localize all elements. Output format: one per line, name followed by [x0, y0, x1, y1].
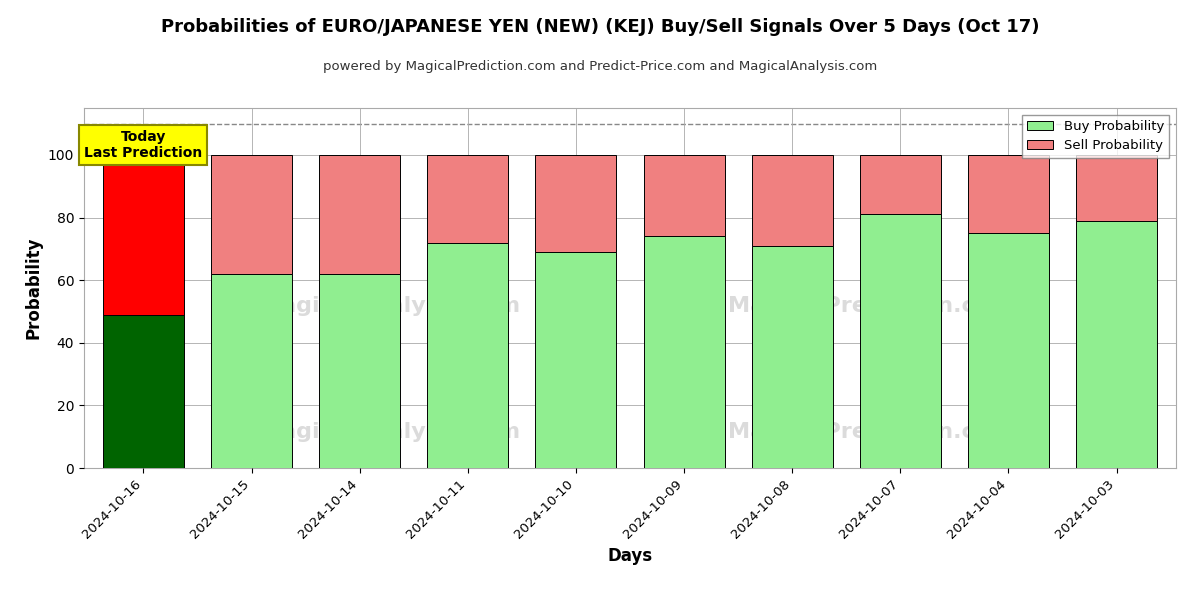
- Bar: [427, 242, 509, 468]
- Text: Today
Last Prediction: Today Last Prediction: [84, 130, 203, 160]
- Text: MagicalPrediction.com: MagicalPrediction.com: [727, 296, 1013, 316]
- Bar: [535, 155, 617, 252]
- Bar: [968, 233, 1049, 468]
- Bar: [1076, 221, 1157, 468]
- Bar: [968, 155, 1049, 233]
- X-axis label: Days: Days: [607, 547, 653, 565]
- Y-axis label: Probability: Probability: [24, 237, 42, 339]
- Bar: [319, 155, 401, 274]
- Bar: [643, 155, 725, 236]
- Text: powered by MagicalPrediction.com and Predict-Price.com and MagicalAnalysis.com: powered by MagicalPrediction.com and Pre…: [323, 60, 877, 73]
- Bar: [319, 274, 401, 468]
- Bar: [211, 155, 292, 274]
- Bar: [103, 155, 184, 314]
- Bar: [427, 155, 509, 242]
- Legend: Buy Probability, Sell Probability: Buy Probability, Sell Probability: [1021, 115, 1170, 158]
- Bar: [1076, 155, 1157, 221]
- Bar: [211, 274, 292, 468]
- Text: MagicalAnalysis.com: MagicalAnalysis.com: [259, 422, 521, 442]
- Text: MagicalPrediction.com: MagicalPrediction.com: [727, 422, 1013, 442]
- Bar: [751, 155, 833, 246]
- Bar: [751, 246, 833, 468]
- Bar: [643, 236, 725, 468]
- Bar: [859, 214, 941, 468]
- Bar: [859, 155, 941, 214]
- Text: MagicalAnalysis.com: MagicalAnalysis.com: [259, 296, 521, 316]
- Bar: [103, 314, 184, 468]
- Text: Probabilities of EURO/JAPANESE YEN (NEW) (KEJ) Buy/Sell Signals Over 5 Days (Oct: Probabilities of EURO/JAPANESE YEN (NEW)…: [161, 18, 1039, 36]
- Bar: [535, 252, 617, 468]
